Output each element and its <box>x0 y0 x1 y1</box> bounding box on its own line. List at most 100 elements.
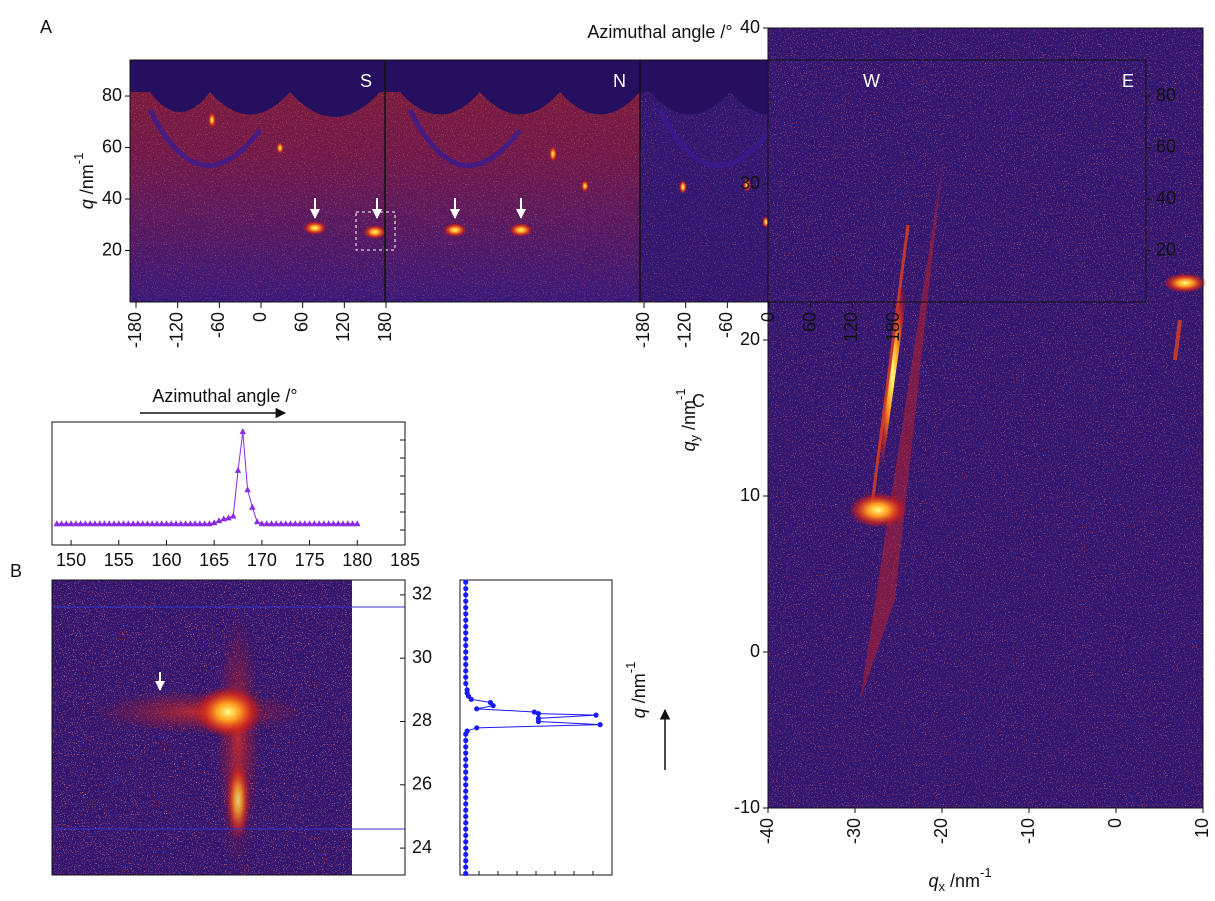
profile-point <box>120 520 127 527</box>
profile-point <box>325 520 332 527</box>
profile-point <box>463 782 469 788</box>
y-tick-label: 10 <box>740 485 760 505</box>
profile-point <box>463 579 469 585</box>
x-tick-label: -40 <box>757 818 777 844</box>
chart-title: Azimuthal angle /° <box>152 386 297 406</box>
profile-point <box>464 728 470 734</box>
label-symbol: q <box>629 708 649 718</box>
profile-point <box>463 604 469 611</box>
profile-point <box>77 520 84 527</box>
y-tick-label: 20 <box>740 329 760 349</box>
profile-point <box>277 520 285 527</box>
profile-point <box>463 598 469 604</box>
profile-point <box>177 520 184 527</box>
panel-label: C <box>692 391 705 411</box>
x-tick-label: -120 <box>166 312 186 348</box>
profile-point <box>344 520 351 527</box>
y-tick-label: 40 <box>740 17 760 37</box>
x-tick-label: 160 <box>151 550 181 570</box>
profile-point <box>72 520 80 527</box>
x-tick-label: 165 <box>199 550 229 570</box>
profile-point <box>125 520 132 527</box>
label-power: -1 <box>980 865 992 880</box>
profile-point <box>320 520 328 527</box>
profile-point <box>339 520 347 527</box>
label-sub: x <box>938 879 945 894</box>
x-tick-label: 185 <box>390 550 420 570</box>
x-tick-label: 175 <box>295 550 325 570</box>
profile-point <box>463 655 469 661</box>
profile-point <box>463 807 469 813</box>
label-symbol: q <box>928 871 938 891</box>
label-unit: /nm <box>77 164 97 199</box>
label-unit: /nm <box>629 673 649 708</box>
profile-point <box>58 520 65 527</box>
x-tick-label: -60 <box>716 312 736 338</box>
profile-point <box>82 520 89 527</box>
plot-frame <box>767 27 1204 809</box>
profile-point <box>287 520 294 527</box>
x-tick-label: 180 <box>883 312 903 342</box>
profile-point <box>463 864 469 870</box>
profile-point <box>474 725 480 731</box>
x-tick-label: -20 <box>931 818 951 844</box>
y-axis-label: q /nm-1 <box>71 153 96 210</box>
profile-point <box>96 520 103 527</box>
label-power: -1 <box>71 153 86 165</box>
y-tick-label: 60 <box>102 136 122 156</box>
profile-point <box>487 699 494 706</box>
y-tick-label: 26 <box>412 774 432 794</box>
profile-point <box>306 520 313 527</box>
y-tick-label: 20 <box>102 239 122 259</box>
x-tick-label: -30 <box>844 818 864 844</box>
x-tick-label: 180 <box>342 550 372 570</box>
profile-point <box>463 826 469 832</box>
y-tick-label: 30 <box>412 647 432 667</box>
profile-point <box>206 520 213 527</box>
profile-point <box>134 520 142 527</box>
profile-point <box>101 520 108 527</box>
profile-point <box>296 520 304 527</box>
x-tick-label: -180 <box>633 312 653 348</box>
profile-point <box>115 520 122 527</box>
plot-frame <box>51 421 406 546</box>
profile-point <box>463 592 469 598</box>
x-tick-label: 60 <box>291 312 311 332</box>
profile-point <box>220 515 227 522</box>
profile-point <box>349 520 356 527</box>
profile-point <box>106 520 113 527</box>
y-axis-label: q /nm-1 <box>623 662 648 719</box>
profile-point <box>191 520 199 527</box>
profile-point <box>463 585 469 592</box>
profile-point <box>463 756 469 763</box>
y-tick-label-right: 60 <box>1156 136 1176 156</box>
label-symbol: q <box>77 199 97 209</box>
profile-point <box>225 514 232 521</box>
segment-label: S <box>360 71 372 91</box>
profile-point <box>244 486 251 493</box>
label-sub: y <box>687 435 702 442</box>
y-tick-label: 30 <box>740 173 760 193</box>
heatmap-c <box>768 28 1207 808</box>
profile-point <box>463 744 469 750</box>
profile-point <box>463 794 469 801</box>
x-tick-label: 120 <box>841 312 861 342</box>
profile-point <box>463 737 469 744</box>
profile-point <box>187 520 194 527</box>
profile-point <box>148 520 156 527</box>
profile-point <box>301 520 309 527</box>
heatmap-b <box>51 579 406 876</box>
profile-point <box>182 520 189 527</box>
profile-point <box>463 769 469 775</box>
x-axis-label: qx /nm-1 <box>928 865 991 894</box>
profile-point <box>463 801 469 807</box>
y-tick-label: 40 <box>102 188 122 208</box>
profile-point <box>463 832 469 839</box>
profile-point <box>531 709 537 715</box>
profile-point <box>282 520 289 527</box>
profile-point <box>201 520 208 527</box>
x-tick-label: -180 <box>125 312 145 348</box>
y-tick-label: 32 <box>412 584 432 604</box>
y-tick-label: 28 <box>412 710 432 730</box>
